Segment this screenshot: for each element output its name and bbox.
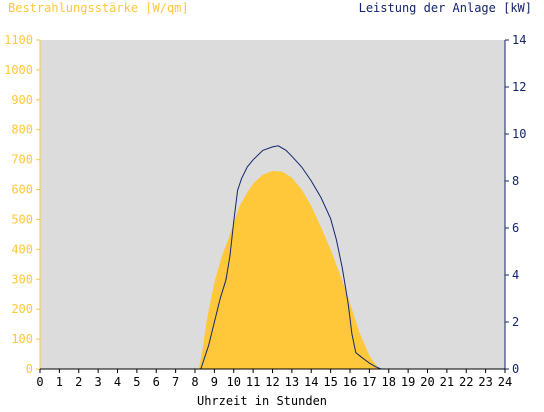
- right-tick-label: 6: [512, 221, 519, 235]
- left-tick-label: 900: [11, 93, 33, 107]
- right-tick-label: 0: [512, 362, 519, 376]
- x-tick-label: 12: [265, 375, 279, 389]
- left-tick-label: 700: [11, 153, 33, 167]
- left-axis-title: Bestrahlungsstärke [W/qm]: [8, 1, 189, 15]
- left-tick-label: 500: [11, 212, 33, 226]
- left-tick-label: 800: [11, 123, 33, 137]
- x-tick-label: 4: [114, 375, 121, 389]
- x-tick-label: 7: [172, 375, 179, 389]
- x-tick-label: 22: [459, 375, 473, 389]
- irradiance-area: [40, 171, 505, 369]
- right-tick-label: 14: [512, 33, 526, 47]
- power-line: [40, 145, 505, 370]
- x-tick-label: 6: [153, 375, 160, 389]
- right-tick-label: 12: [512, 80, 526, 94]
- x-tick-label: 2: [75, 375, 82, 389]
- x-tick-label: 16: [343, 375, 357, 389]
- x-tick-label: 20: [420, 375, 434, 389]
- x-tick-label: 5: [133, 375, 140, 389]
- right-axis-ticks: 0 2 4 6 8 10 12 14: [505, 33, 526, 376]
- left-tick-label: 200: [11, 302, 33, 316]
- x-tick-label: 3: [95, 375, 102, 389]
- x-tick-label: 10: [227, 375, 241, 389]
- x-axis-label: Uhrzeit in Stunden: [197, 394, 327, 408]
- left-tick-label: 0: [26, 362, 33, 376]
- right-tick-label: 8: [512, 174, 519, 188]
- x-axis-ticks: 0 1 2 3 4 5 6 7 8 9 10 11 12 13 14 15 16 17 18 19 20 21 22 23 24: [36, 369, 512, 389]
- x-tick-label: 15: [323, 375, 337, 389]
- left-axis-ticks: 0 100 200 300 400 500 600 700 800 900 1000 1100: [4, 33, 40, 376]
- right-tick-label: 2: [512, 315, 519, 329]
- left-tick-label: 400: [11, 242, 33, 256]
- x-tick-label: 0: [36, 375, 43, 389]
- left-tick-label: 300: [11, 272, 33, 286]
- x-tick-label: 17: [362, 375, 376, 389]
- x-tick-label: 13: [285, 375, 299, 389]
- x-tick-label: 19: [401, 375, 415, 389]
- x-tick-label: 8: [191, 375, 198, 389]
- left-tick-label: 600: [11, 183, 33, 197]
- right-tick-label: 10: [512, 127, 526, 141]
- right-tick-label: 4: [512, 268, 519, 282]
- left-tick-label: 100: [11, 332, 33, 346]
- x-tick-label: 9: [211, 375, 218, 389]
- x-tick-label: 1: [56, 375, 63, 389]
- left-tick-label: 1000: [4, 63, 33, 77]
- x-tick-label: 23: [478, 375, 492, 389]
- x-tick-label: 21: [440, 375, 454, 389]
- x-tick-label: 11: [246, 375, 260, 389]
- left-tick-label: 1100: [4, 33, 33, 47]
- x-tick-label: 18: [382, 375, 396, 389]
- x-tick-label: 14: [304, 375, 318, 389]
- right-axis-title: Leistung der Anlage [kW]: [359, 1, 532, 15]
- x-tick-label: 24: [498, 375, 512, 389]
